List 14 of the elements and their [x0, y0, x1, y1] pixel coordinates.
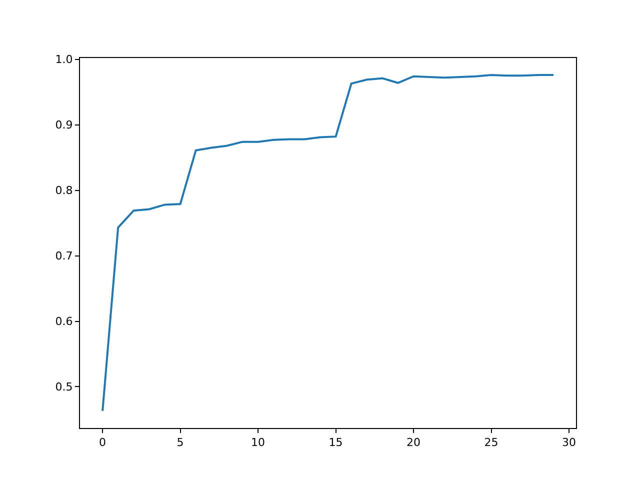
x-tick-label: 5 [176, 436, 184, 450]
y-tick-label: 1.0 [55, 53, 73, 66]
x-tick-label: 25 [484, 436, 498, 450]
y-tick-label: 0.5 [55, 380, 73, 394]
y-tick-label: 0.9 [55, 118, 73, 132]
x-tick-label: 30 [562, 436, 576, 450]
x-tick-label: 10 [251, 436, 266, 450]
line-series [102, 74, 554, 412]
x-tick-label: 20 [406, 436, 421, 450]
y-tick-label: 0.6 [55, 315, 73, 328]
x-tick-label: 0 [99, 436, 106, 450]
x-tick-label: 15 [328, 436, 343, 450]
y-tick-label: 0.7 [55, 250, 73, 263]
y-tick-label: 0.8 [55, 184, 73, 198]
